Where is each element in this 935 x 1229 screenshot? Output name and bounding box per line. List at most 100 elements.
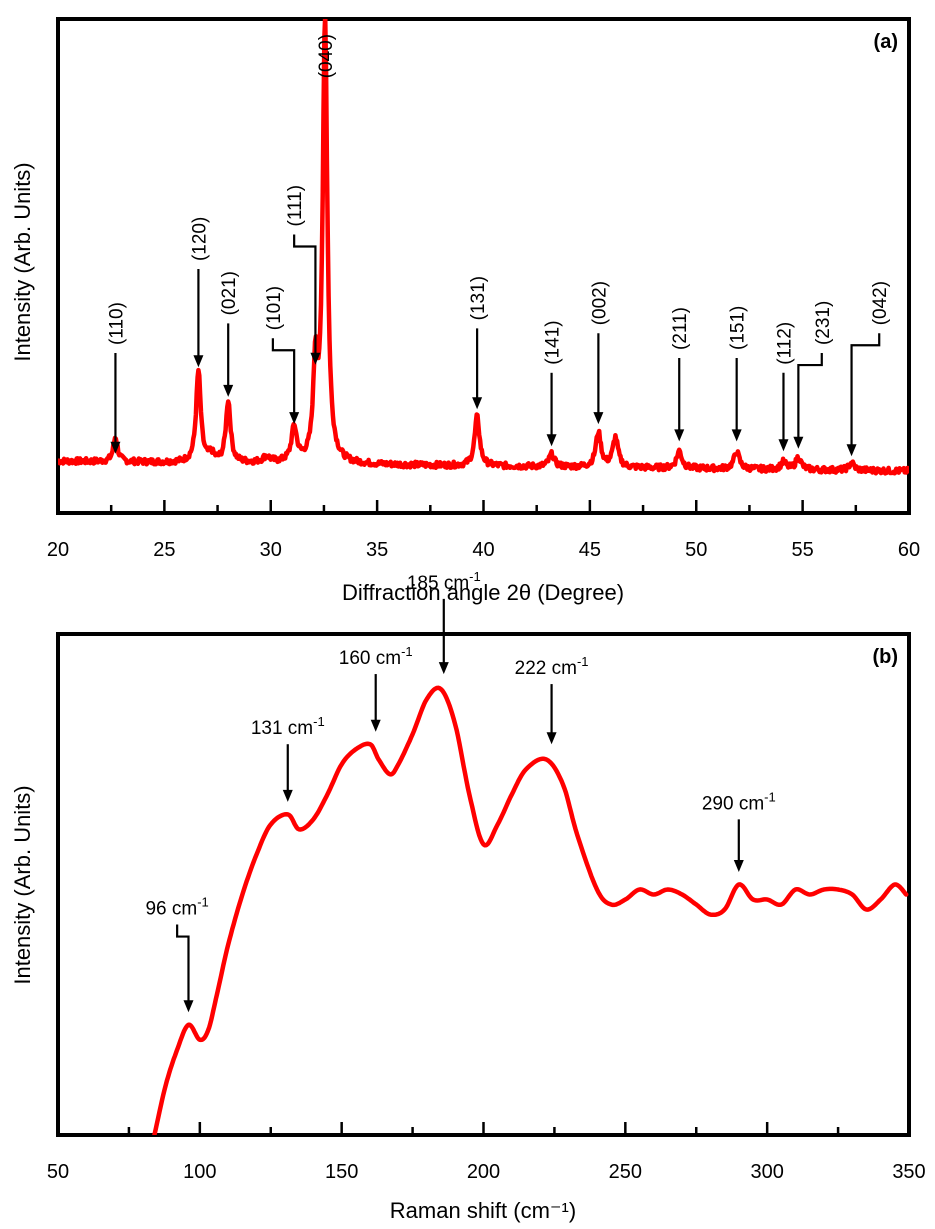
peak-label: (131) bbox=[468, 276, 489, 320]
x-tick-label: 60 bbox=[898, 539, 920, 561]
x-tick-label: 20 bbox=[47, 539, 69, 561]
arrow-head bbox=[546, 732, 557, 745]
peak-label: (112) bbox=[774, 322, 795, 365]
x-tick-label: 30 bbox=[260, 539, 282, 561]
arrow-shaft bbox=[293, 234, 317, 355]
peak-annotation: 160 cm-1 bbox=[339, 644, 413, 732]
arrow-head bbox=[778, 439, 789, 452]
peak-annotation: (042) bbox=[846, 281, 891, 457]
peak-label: 185 cm-1 bbox=[407, 569, 481, 594]
plot-frame bbox=[56, 632, 911, 1137]
peak-label: 290 cm-1 bbox=[702, 789, 776, 814]
plot-frame bbox=[56, 17, 911, 515]
peak-label: 96 cm-1 bbox=[145, 895, 208, 920]
xrd-series bbox=[58, 19, 909, 476]
arrow-shaft bbox=[176, 924, 190, 1003]
peak-annotation: 131 cm-1 bbox=[251, 714, 325, 802]
raman-series bbox=[152, 685, 909, 1135]
peak-label-superscript: -1 bbox=[764, 789, 776, 804]
arrow-head bbox=[438, 662, 449, 675]
peak-annotation: 222 cm-1 bbox=[515, 654, 589, 745]
arrow-head bbox=[282, 789, 293, 802]
peak-annotation: (112) bbox=[774, 322, 795, 452]
arrow-head bbox=[593, 412, 604, 425]
arrow-shaft bbox=[850, 333, 881, 447]
x-tick-label: 50 bbox=[47, 1161, 69, 1183]
peak-label: 160 cm-1 bbox=[339, 644, 413, 669]
x-axis: 20 25 30 35 40 45 50 55 60 bbox=[47, 500, 920, 561]
x-tick-label: 300 bbox=[750, 1161, 783, 1183]
arrow-head bbox=[223, 384, 234, 397]
arrow-head bbox=[733, 859, 744, 872]
peak-label: (211) bbox=[670, 307, 691, 350]
x-tick-label: 200 bbox=[467, 1161, 500, 1183]
arrow-head bbox=[846, 444, 857, 457]
peak-label: 222 cm-1 bbox=[515, 654, 589, 679]
arrow-head bbox=[793, 436, 804, 449]
peak-annotation: (111) bbox=[285, 185, 321, 365]
x-tick-label: 35 bbox=[366, 539, 388, 561]
peak-annotation: 290 cm-1 bbox=[702, 789, 776, 872]
arrow-shaft bbox=[797, 353, 823, 439]
series-line bbox=[58, 19, 909, 476]
peak-label: (021) bbox=[219, 271, 240, 315]
peak-annotation: (211) bbox=[670, 307, 691, 442]
peak-label-superscript: -1 bbox=[469, 569, 481, 584]
peak-label-superscript: -1 bbox=[197, 895, 209, 910]
peak-annotation: (101) bbox=[264, 286, 300, 425]
arrow-head bbox=[472, 397, 483, 410]
x-axis-title: Diffraction angle 2θ (Degree) bbox=[342, 580, 624, 605]
x-tick-label: 250 bbox=[609, 1161, 642, 1183]
peak-label-text: 185 cm bbox=[407, 573, 469, 594]
panel-label: (a) bbox=[874, 31, 898, 53]
arrow-head bbox=[310, 352, 321, 365]
arrow-head bbox=[546, 434, 557, 447]
peak-label: (101) bbox=[264, 286, 285, 330]
peak-annotation: 96 cm-1 bbox=[145, 895, 209, 1013]
peak-label-text: 131 cm bbox=[251, 718, 313, 739]
peak-label: (111) bbox=[285, 185, 306, 227]
peak-label: (231) bbox=[813, 301, 834, 345]
x-tick-label: 40 bbox=[472, 539, 494, 561]
peak-label-superscript: -1 bbox=[313, 714, 325, 729]
peak-label: (002) bbox=[589, 281, 610, 325]
x-tick-label: 50 bbox=[685, 539, 707, 561]
peak-annotation: (021) bbox=[219, 271, 240, 397]
x-axis: 50 100 150 200 250 300 350 bbox=[47, 1122, 926, 1183]
peak-label: (042) bbox=[870, 281, 891, 325]
x-axis-title: Raman shift (cm⁻¹) bbox=[390, 1198, 576, 1223]
arrow-head bbox=[370, 719, 381, 732]
peak-annotation: (002) bbox=[589, 281, 610, 425]
peak-annotation: (110) bbox=[106, 302, 127, 454]
peak-label: 131 cm-1 bbox=[251, 714, 325, 739]
peak-label: (110) bbox=[106, 302, 127, 345]
peak-annotation: (120) bbox=[189, 217, 210, 368]
xrd-panel: 20 25 30 35 40 45 50 55 60 (110)(120)(021) (101)(… bbox=[10, 17, 920, 605]
arrow-head bbox=[289, 412, 300, 425]
peak-label-superscript: -1 bbox=[577, 654, 589, 669]
peak-annotation: 185 cm-1 bbox=[407, 569, 481, 675]
arrow-head bbox=[674, 429, 685, 442]
peak-label-text: 222 cm bbox=[515, 658, 577, 679]
arrow-head bbox=[110, 441, 121, 454]
arrow-head bbox=[183, 1000, 194, 1013]
x-tick-label: 150 bbox=[325, 1161, 358, 1183]
arrow-shaft bbox=[271, 338, 296, 415]
y-axis-title: Intensity (Arb. Units) bbox=[10, 785, 35, 984]
y-axis-title: Intensity (Arb. Units) bbox=[10, 162, 35, 361]
peak-label-text: 96 cm bbox=[145, 899, 197, 920]
arrow-head bbox=[731, 429, 742, 442]
peak-label: (151) bbox=[728, 306, 749, 350]
peak-annotation: (131) bbox=[468, 276, 489, 410]
x-tick-label: 100 bbox=[183, 1161, 216, 1183]
peak-annotation: (231) bbox=[793, 301, 834, 449]
peak-annotations: (110) (120) (021) (101) (111) (040) (131) (141)… bbox=[106, 34, 891, 457]
peak-annotation: (141) bbox=[543, 320, 564, 447]
x-tick-label: 350 bbox=[892, 1161, 925, 1183]
peak-annotation: (040) bbox=[316, 34, 337, 78]
series-line bbox=[152, 685, 909, 1135]
x-tick-label: 25 bbox=[153, 539, 175, 561]
